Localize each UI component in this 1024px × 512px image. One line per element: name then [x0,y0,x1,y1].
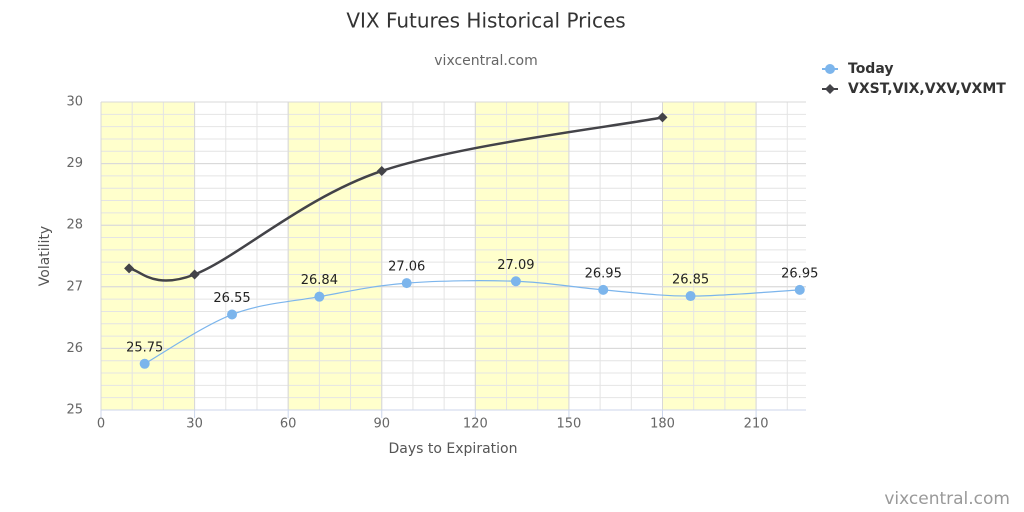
y-tick-label: 26 [66,341,83,356]
marker [657,112,668,123]
marker [825,64,835,74]
plot-band [288,102,382,410]
marker [139,358,150,369]
series-line [128,116,663,282]
marker [376,165,387,176]
marker [685,291,696,302]
marker [401,278,412,289]
x-tick-label: 30 [186,417,203,432]
marker [227,309,238,320]
legend-label: VXST,VIX,VXV,VXMT [848,81,1006,97]
y-tick-label: 25 [66,403,83,418]
y-axis-label: Volatility [37,226,53,286]
y-tick-label: 30 [66,95,83,110]
x-tick-label: 60 [280,417,297,432]
marker [598,284,609,295]
data-label: 26.55 [213,291,250,306]
x-tick-label: 0 [97,417,105,432]
data-label: 26.95 [781,266,818,281]
x-tick-label: 90 [373,417,390,432]
data-label: 26.84 [301,273,338,288]
x-tick-label: 210 [744,417,769,432]
plot-area [100,101,806,411]
plot-band [101,102,195,410]
marker [124,263,135,274]
y-tick-label: 28 [66,218,83,233]
data-label: 25.75 [126,340,163,355]
plot-band [662,102,757,410]
plot-band [475,102,569,410]
x-axis-label: Days to Expiration [389,441,518,457]
chart-title: VIX Futures Historical Prices [346,9,625,33]
data-label: 26.85 [672,273,709,288]
legend-label: Today [848,61,893,77]
y-tick-label: 27 [66,279,83,294]
x-tick-label: 150 [557,417,582,432]
data-label: 26.95 [585,266,622,281]
credit: vixcentral.com [884,489,1010,509]
marker [825,84,835,94]
data-label: 27.09 [497,258,534,273]
marker [794,284,805,295]
marker [314,291,325,302]
y-tick-label: 29 [66,156,83,171]
chart-subtitle: vixcentral.com [434,53,537,69]
data-label: 27.06 [388,260,425,275]
x-tick-label: 180 [650,417,675,432]
marker [510,276,521,287]
marker [189,269,200,280]
x-tick-label: 120 [463,417,488,432]
